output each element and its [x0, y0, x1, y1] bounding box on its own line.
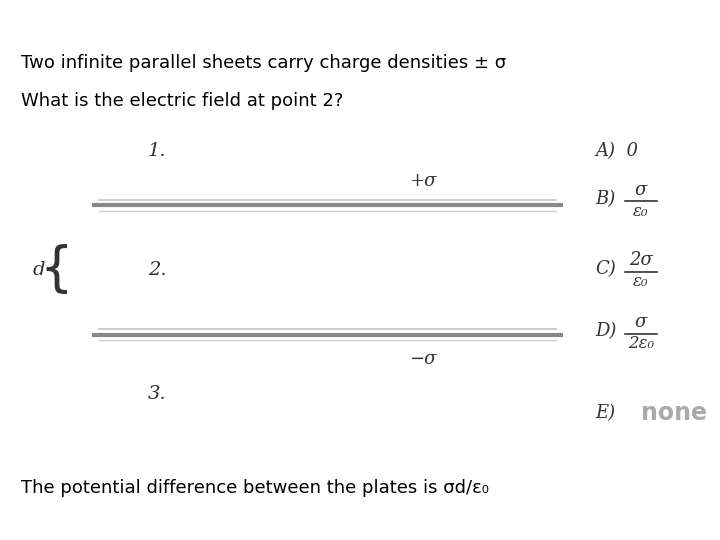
Text: 3.: 3. — [148, 385, 166, 403]
Text: 2σ: 2σ — [629, 251, 653, 269]
Text: D): D) — [595, 322, 616, 340]
Text: ε₀: ε₀ — [633, 273, 649, 291]
Text: σ: σ — [635, 313, 647, 332]
Text: The potential difference between the plates is σd/ε₀: The potential difference between the pla… — [21, 479, 489, 497]
Text: none: none — [641, 401, 707, 425]
Text: −σ: −σ — [409, 350, 436, 368]
Text: 2.: 2. — [148, 261, 166, 279]
Text: E): E) — [595, 404, 615, 422]
Text: C): C) — [595, 260, 616, 278]
Text: Two infinite parallel sheets carry charge densities ± σ: Two infinite parallel sheets carry charg… — [21, 54, 506, 72]
Text: What is the electric field at point 2?: What is the electric field at point 2? — [21, 92, 343, 110]
Text: d: d — [32, 261, 45, 279]
Text: σ: σ — [635, 181, 647, 199]
Text: ε₀: ε₀ — [633, 203, 649, 220]
Text: +σ: +σ — [409, 172, 436, 190]
Text: 2ε₀: 2ε₀ — [628, 335, 654, 353]
Text: {: { — [40, 244, 73, 296]
Text: B): B) — [595, 190, 616, 208]
Text: A)  0: A) 0 — [595, 142, 638, 160]
Text: 1.: 1. — [148, 142, 166, 160]
